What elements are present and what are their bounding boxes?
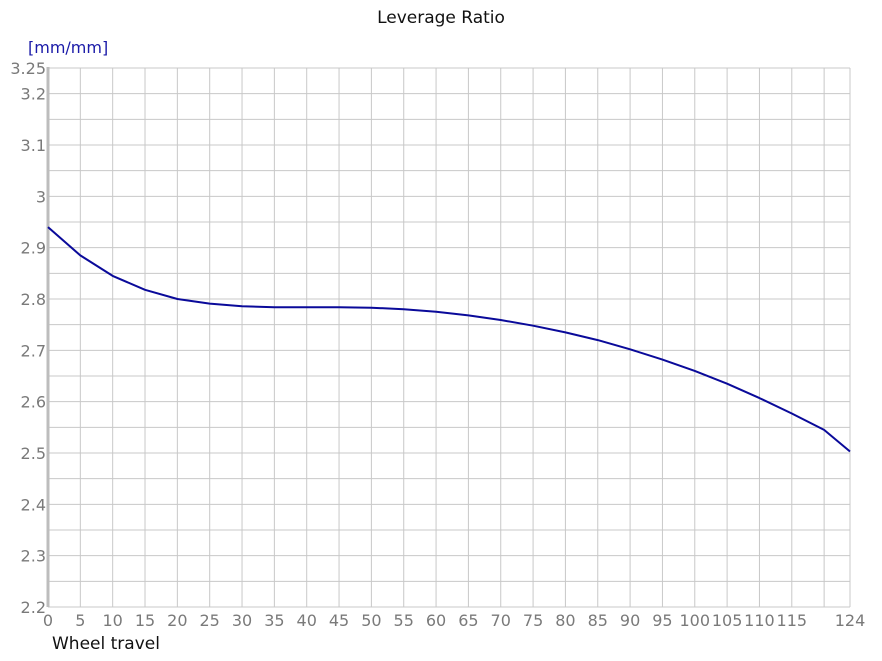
- y-tick-label: 2.6: [21, 393, 46, 412]
- y-tick-label: 3: [36, 187, 46, 206]
- x-tick-label: 95: [652, 611, 672, 630]
- x-tick-label: 45: [329, 611, 349, 630]
- y-tick-label: 2.3: [21, 547, 46, 566]
- x-axis-label: Wheel travel: [52, 634, 160, 654]
- x-tick-label: 5: [75, 611, 85, 630]
- y-tick-label: 2.9: [21, 239, 46, 258]
- x-tick-label: 105: [712, 611, 743, 630]
- x-tick-label: 60: [426, 611, 446, 630]
- x-tick-label: 100: [680, 611, 711, 630]
- y-tick-label: 2.2: [21, 598, 46, 617]
- y-tick-label: 2.5: [21, 444, 46, 463]
- y-tick-label: 3.25: [10, 59, 46, 78]
- x-tick-label: 85: [588, 611, 608, 630]
- x-tick-label: 115: [777, 611, 808, 630]
- grid-lines: [47, 67, 851, 608]
- chart-title: Leverage Ratio: [377, 8, 505, 28]
- x-tick-label: 25: [200, 611, 220, 630]
- y-axis-unit-label: [mm/mm]: [28, 38, 109, 57]
- x-tick-label: 40: [297, 611, 317, 630]
- x-tick-label: 10: [102, 611, 122, 630]
- x-tick-label: 80: [555, 611, 575, 630]
- x-tick-label: 50: [361, 611, 381, 630]
- x-tick-label: 15: [135, 611, 155, 630]
- leverage-ratio-line: [47, 226, 851, 453]
- x-tick-label: 110: [744, 611, 775, 630]
- x-tick-label: 90: [620, 611, 640, 630]
- x-axis-ticks: 0 5 10 15 20 25 30 35 40 45 50 55 60 65 70 75 80 85 90 95 10…: [43, 611, 865, 630]
- x-tick-label: 70: [491, 611, 511, 630]
- x-tick-label: 0: [43, 611, 53, 630]
- y-tick-label: 3.1: [21, 136, 46, 155]
- y-tick-label: 2.7: [21, 341, 46, 360]
- y-tick-label: 2.8: [21, 290, 46, 309]
- y-tick-label: 2.4: [21, 495, 46, 514]
- x-tick-label: 124: [835, 611, 866, 630]
- y-tick-label: 3.2: [21, 85, 46, 104]
- x-tick-label: 30: [232, 611, 252, 630]
- x-tick-label: 55: [394, 611, 414, 630]
- x-tick-label: 75: [523, 611, 543, 630]
- y-axis-ticks: 2.2 2.3 2.4 2.5 2.6 2.7 2.8 2.9 3 3.1 3.2 3.25: [10, 59, 46, 617]
- x-tick-label: 35: [264, 611, 284, 630]
- x-tick-label: 65: [458, 611, 478, 630]
- x-tick-label: 20: [167, 611, 187, 630]
